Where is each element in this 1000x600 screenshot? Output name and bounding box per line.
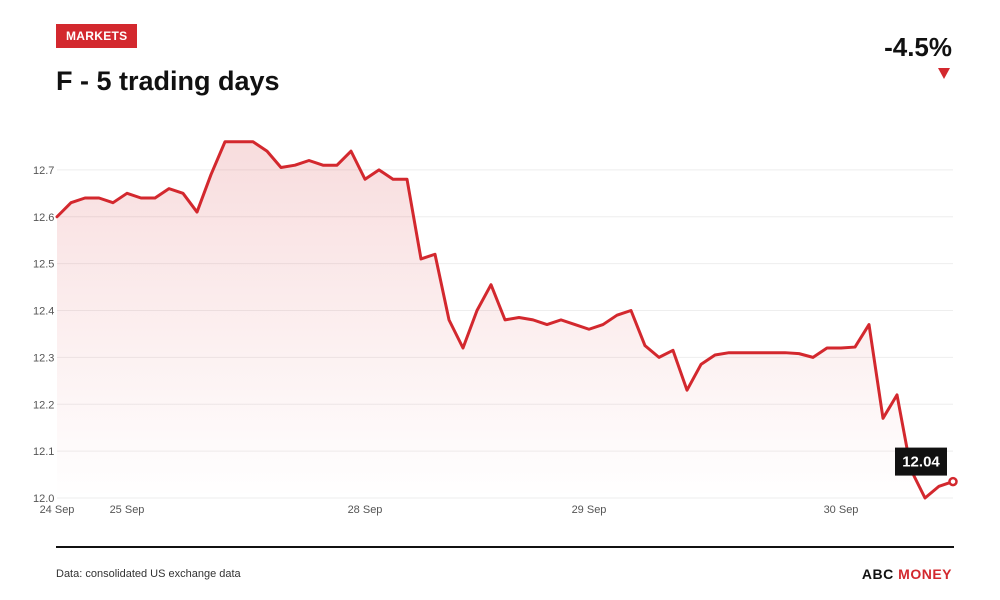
data-point <box>461 346 465 350</box>
data-point <box>559 318 563 322</box>
y-tick-label: 12.7 <box>33 165 54 177</box>
footer-divider <box>56 546 954 548</box>
y-tick-label: 12.2 <box>33 399 54 411</box>
data-point <box>97 196 101 200</box>
data-point <box>433 252 437 256</box>
y-tick-label: 12.0 <box>33 493 54 505</box>
data-point <box>867 323 871 327</box>
y-tick-label: 12.5 <box>33 259 54 271</box>
data-point <box>741 351 745 355</box>
data-point <box>293 163 297 167</box>
data-point <box>447 318 451 322</box>
down-arrow-icon <box>938 68 950 79</box>
data-point <box>111 201 115 205</box>
y-tick-label: 12.1 <box>33 446 54 458</box>
y-axis-labels: 12.0 12.1 12.2 12.3 12.4 12.5 12.6 12.7 <box>33 165 54 505</box>
data-point <box>237 140 241 144</box>
data-point <box>125 191 129 195</box>
data-point <box>377 168 381 172</box>
x-tick-label: 24 Sep <box>40 504 75 516</box>
data-point <box>601 323 605 327</box>
data-source: Data: consolidated US exchange data <box>56 568 241 580</box>
data-point <box>209 173 213 177</box>
data-point <box>573 323 577 327</box>
last-value-callout: 12.04 <box>895 447 947 476</box>
data-point <box>629 309 633 313</box>
data-point <box>335 163 339 167</box>
data-point <box>489 283 493 287</box>
x-tick-label: 28 Sep <box>348 504 383 516</box>
data-point <box>307 159 311 163</box>
brand-name-part1: ABC <box>861 566 894 582</box>
data-point <box>783 351 787 355</box>
data-point <box>419 257 423 261</box>
data-point <box>755 351 759 355</box>
y-tick-label: 12.6 <box>33 212 54 224</box>
x-tick-label: 25 Sep <box>110 504 145 516</box>
data-point <box>825 346 829 350</box>
y-tick-label: 12.3 <box>33 352 54 364</box>
data-point <box>923 496 927 500</box>
category-tag: MARKETS <box>56 24 138 48</box>
data-point <box>391 177 395 181</box>
data-point <box>643 344 647 348</box>
data-point <box>83 196 87 200</box>
x-tick-label: 29 Sep <box>572 504 607 516</box>
brand-name-part2: MONEY <box>898 566 952 582</box>
data-point <box>251 140 255 144</box>
price-chart: 12.012.112.212.312.412.512.612.7 24 Sep 2… <box>33 140 958 516</box>
data-point <box>181 191 185 195</box>
data-point <box>671 348 675 352</box>
data-point <box>853 345 857 349</box>
last-value-box <box>895 447 947 476</box>
data-point <box>321 163 325 167</box>
data-point <box>531 318 535 322</box>
data-point <box>405 177 409 181</box>
chart-title: F - 5 trading days <box>56 66 280 96</box>
data-point <box>713 353 717 357</box>
data-point <box>797 352 801 356</box>
data-point <box>517 316 521 320</box>
x-tick-label: 30 Sep <box>824 504 859 516</box>
data-point <box>279 166 283 170</box>
data-point <box>839 346 843 350</box>
data-point <box>895 393 899 397</box>
percent-change: -4.5% <box>884 32 952 62</box>
data-point <box>139 196 143 200</box>
data-point <box>475 309 479 313</box>
x-axis-labels: 24 Sep 25 Sep 28 Sep 29 Sep 30 Sep <box>40 504 859 516</box>
data-point <box>587 327 591 331</box>
data-point <box>349 149 353 153</box>
data-point <box>363 177 367 181</box>
data-point <box>167 187 171 191</box>
data-point <box>811 355 815 359</box>
series-line <box>55 140 955 500</box>
data-point <box>69 201 73 205</box>
data-point <box>769 351 773 355</box>
data-point <box>937 484 941 488</box>
brand-logo: ABC MONEY <box>862 566 952 582</box>
data-point <box>699 362 703 366</box>
data-point <box>265 149 269 153</box>
data-point <box>685 388 689 392</box>
data-point <box>503 318 507 322</box>
y-tick-label: 12.4 <box>33 306 54 318</box>
data-point <box>223 140 227 144</box>
data-point <box>55 215 59 219</box>
data-point <box>615 313 619 317</box>
data-point <box>153 196 157 200</box>
data-point <box>545 323 549 327</box>
last-point-marker <box>948 476 958 487</box>
data-point <box>657 355 661 359</box>
data-point <box>195 210 199 214</box>
data-point <box>881 416 885 420</box>
data-point <box>727 351 731 355</box>
last-value-label: 12.04 <box>902 454 940 471</box>
